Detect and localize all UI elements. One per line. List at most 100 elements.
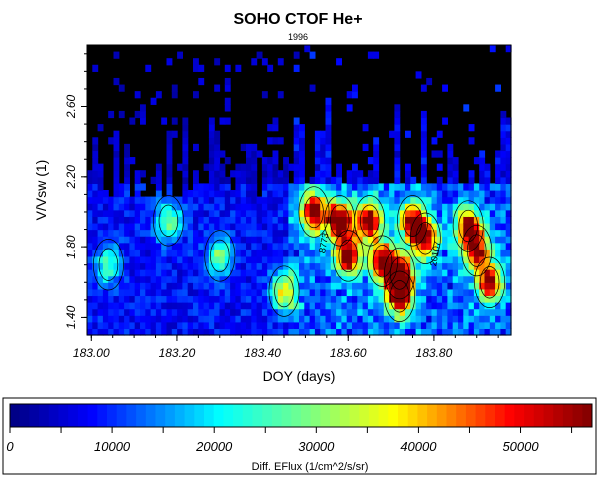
heatmap-cell xyxy=(383,269,390,277)
heatmap-cell xyxy=(155,249,162,257)
heatmap-cell xyxy=(489,183,496,191)
heatmap-cell xyxy=(352,196,358,204)
heatmap-cell xyxy=(479,275,486,283)
heatmap-cell xyxy=(378,190,385,198)
heatmap-cell xyxy=(166,216,173,224)
heatmap-cell xyxy=(299,196,305,204)
heatmap-cell xyxy=(405,183,411,191)
heatmap-cell xyxy=(452,269,459,277)
heatmap-cell xyxy=(442,295,448,303)
heatmap-cell xyxy=(214,163,221,171)
heatmap-cell xyxy=(458,315,464,323)
heatmap-cell xyxy=(171,117,178,125)
heatmap-cell xyxy=(251,176,258,185)
heatmap-cell xyxy=(240,288,247,297)
heatmap-cell xyxy=(468,262,475,270)
heatmap-cell xyxy=(320,236,327,244)
heatmap-cell xyxy=(463,321,470,330)
x-tick-label: 183.20 xyxy=(159,346,196,360)
heatmap-cell xyxy=(113,130,120,138)
heatmap-cell xyxy=(224,328,231,336)
heatmap-cell xyxy=(405,209,411,217)
heatmap-cell xyxy=(410,236,417,244)
heatmap-cell xyxy=(309,262,316,270)
heatmap-cell xyxy=(346,308,353,316)
heatmap-cell xyxy=(235,262,242,270)
heatmap-cell xyxy=(261,176,268,185)
heatmap-cell xyxy=(124,170,130,178)
heatmap-cell xyxy=(362,216,369,224)
heatmap-cell xyxy=(399,242,406,250)
heatmap-cell xyxy=(267,170,274,178)
heatmap-cell xyxy=(447,328,454,336)
heatmap-cell xyxy=(341,209,348,217)
colorbar-tick-label: 50000 xyxy=(502,439,539,454)
heatmap-cell xyxy=(124,328,130,336)
heatmap-cell xyxy=(272,269,279,277)
heatmap-cell xyxy=(102,222,109,231)
heatmap-cell xyxy=(314,321,321,330)
colorbar-swatch xyxy=(553,404,564,427)
heatmap-cell xyxy=(261,308,268,316)
heatmap-cell xyxy=(314,203,321,211)
heatmap-cell xyxy=(140,328,146,336)
heatmap-cell xyxy=(87,209,93,217)
heatmap-cell xyxy=(171,130,178,138)
heatmap-cell xyxy=(171,222,178,231)
heatmap-cell xyxy=(314,190,321,198)
heatmap-cell xyxy=(426,262,433,270)
heatmap-cell xyxy=(230,315,236,323)
heatmap-cell xyxy=(352,302,358,310)
heatmap-cell xyxy=(108,262,115,270)
heatmap-cell xyxy=(495,269,501,277)
heatmap-cell xyxy=(473,288,480,297)
heatmap-cell xyxy=(113,209,120,217)
heatmap-cell xyxy=(140,216,146,224)
contour-line xyxy=(409,212,441,264)
heatmap-cell xyxy=(140,209,146,217)
heatmap-cell xyxy=(219,209,226,217)
heatmap-cell xyxy=(182,255,189,264)
heatmap-cell xyxy=(267,203,274,211)
heatmap-cell xyxy=(182,262,189,270)
colorbar-swatch xyxy=(320,404,331,427)
heatmap-cell xyxy=(500,315,507,323)
heatmap-cell xyxy=(362,288,369,297)
heatmap-cell xyxy=(261,157,268,165)
heatmap-cell xyxy=(500,143,507,152)
heatmap-cell xyxy=(240,255,247,264)
heatmap-cell xyxy=(304,255,311,264)
heatmap-cell xyxy=(373,262,380,270)
heatmap-cell xyxy=(251,321,258,330)
heatmap-cell xyxy=(505,190,512,198)
heatmap-cell xyxy=(405,130,411,138)
heatmap-cell xyxy=(373,315,380,323)
heatmap-cell xyxy=(484,262,491,270)
heatmap-cell xyxy=(314,170,321,178)
colorbar-swatch xyxy=(281,404,292,427)
heatmap-cell xyxy=(452,190,459,198)
heatmap-cell xyxy=(283,308,289,316)
heatmap-cell xyxy=(415,236,422,244)
heatmap-cell xyxy=(272,255,279,264)
heatmap-cell xyxy=(208,117,215,125)
heatmap-cell xyxy=(452,222,459,231)
heatmap-cell xyxy=(341,275,348,283)
heatmap-cell xyxy=(314,262,321,270)
heatmap-cell xyxy=(410,288,417,297)
heatmap-cell xyxy=(155,269,162,277)
heatmap-cell xyxy=(182,315,189,323)
heatmap-cell xyxy=(214,183,221,191)
heatmap-cell xyxy=(346,183,353,191)
heatmap-cell xyxy=(484,308,491,316)
heatmap-cell xyxy=(500,295,507,303)
heatmap-cell xyxy=(171,328,178,336)
heatmap-cell xyxy=(293,282,300,290)
heatmap-cell xyxy=(484,216,491,224)
heatmap-cell xyxy=(208,288,215,297)
heatmap-cell xyxy=(246,308,252,316)
heatmap-cell xyxy=(108,295,115,303)
heatmap-cell xyxy=(261,315,268,323)
heatmap-cell xyxy=(193,321,199,330)
heatmap-cell xyxy=(500,308,507,316)
